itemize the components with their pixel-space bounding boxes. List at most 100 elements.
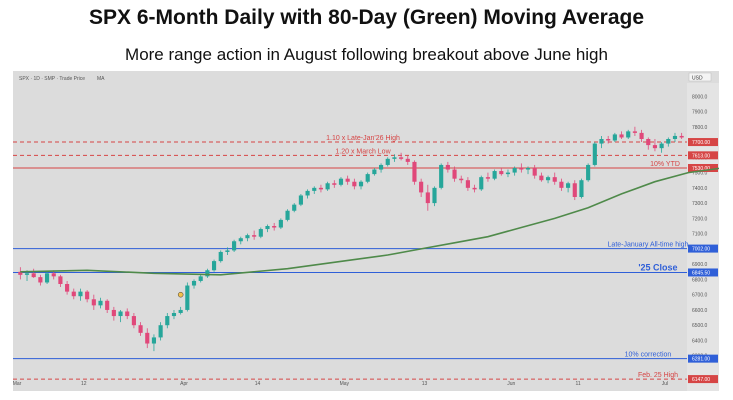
y-tick-label: 6400.0 [692, 338, 708, 344]
candle-body [125, 311, 130, 317]
candle-body [399, 157, 404, 159]
x-tick-label: Jul [662, 381, 668, 387]
y-tick-label: 7200.0 [692, 216, 708, 222]
chart-subtitle: More range action in August following br… [125, 45, 608, 64]
y-tick-label: 6700.0 [692, 293, 708, 299]
level-price-tag [688, 244, 718, 253]
candle-body [646, 139, 651, 146]
y-tick-label: 7800.0 [692, 125, 708, 131]
candle-body [98, 300, 103, 306]
candle-body [78, 291, 83, 297]
candle-body [111, 309, 116, 317]
currency-label: USD [692, 76, 703, 82]
symbol-label: SPX · 1D · SMP · Trade Price [19, 76, 85, 82]
candle-body [85, 291, 90, 300]
level-price-tag-label: 6281.00 [692, 357, 710, 363]
candle-body [158, 325, 163, 338]
candle-body [185, 285, 190, 310]
candle-body [44, 273, 50, 283]
candle-body [318, 187, 324, 190]
y-tick-label: 7100.0 [692, 232, 708, 238]
candle-body [312, 187, 317, 191]
x-tick-label: Mar [13, 381, 22, 387]
indicator-label: MA [97, 76, 105, 82]
price-axis [687, 83, 719, 391]
x-tick-label: Apr [180, 381, 188, 387]
candle-body [272, 226, 277, 228]
level-price-tag-label: 7002.00 [692, 247, 710, 253]
candlestick-chart[interactable]: SPX · 1D · SMP · Trade Price MA USD 8000.0 7… [13, 71, 719, 391]
candle-body [425, 192, 430, 204]
candle-body [278, 219, 283, 228]
candle-body [265, 226, 270, 230]
x-tick-label: Jun [507, 381, 515, 387]
candle-body [131, 316, 136, 326]
candle-body [432, 187, 437, 204]
chart-frame[interactable]: SPX · 1D · SMP · Trade Price MA USD 8000.0 7… [13, 71, 719, 391]
candle-body [485, 177, 491, 179]
candle-body [519, 168, 524, 170]
candle-body [559, 181, 564, 188]
level-label: 1.20 x March Low [335, 148, 391, 155]
level-label: '25 Close [638, 262, 677, 272]
event-marker [177, 291, 184, 298]
level-price-tag [688, 375, 718, 384]
level-price-tag-label: 6147.00 [692, 377, 710, 383]
candle-body [392, 157, 397, 159]
candle-body [552, 177, 557, 182]
y-tick-label: 6900.0 [692, 262, 708, 268]
candle-body [191, 280, 197, 286]
candle-body [205, 270, 210, 277]
candle-body [566, 183, 571, 188]
candle-body [525, 168, 531, 170]
candle-body [171, 313, 177, 317]
candle-body [24, 273, 30, 275]
candle-body [672, 135, 678, 139]
candle-body [419, 181, 424, 193]
y-tick-label: 6600.0 [692, 308, 708, 314]
candle-body [472, 187, 477, 190]
candle-body [245, 235, 250, 239]
level-price-tag-label: 6845.50 [692, 270, 710, 276]
candle-body [372, 169, 377, 175]
candle-body [619, 134, 624, 138]
level-price-tag [688, 151, 718, 160]
candle-body [666, 139, 671, 144]
candle-body [238, 238, 243, 242]
candle-body [352, 181, 357, 187]
candle-body [138, 325, 143, 333]
candle-body [639, 132, 644, 139]
candle-body [285, 210, 290, 220]
candle-body [365, 174, 370, 182]
candle-body [579, 180, 584, 197]
level-label: 10% correction [625, 352, 672, 359]
candle-body [679, 135, 684, 138]
candle-body [165, 316, 170, 326]
candle-body [626, 131, 631, 138]
level-label: 10% YTD [650, 161, 680, 168]
level-label: Feb. 25 High [638, 372, 678, 379]
candle-body [198, 276, 203, 281]
candle-body [258, 229, 263, 237]
currency-box [688, 72, 712, 82]
y-tick-label: 7900.0 [692, 110, 708, 116]
candle-body [218, 251, 223, 262]
candle-body [118, 311, 123, 317]
candle-body [292, 204, 297, 211]
candle-body [539, 175, 544, 181]
candle-body [545, 177, 551, 181]
candle-body [325, 183, 330, 190]
y-tick-label: 7300.0 [692, 201, 708, 207]
candle-body [298, 195, 303, 205]
moving-average-line [20, 167, 719, 276]
level-price-tag [688, 164, 718, 172]
candle-body [305, 190, 310, 196]
level-price-tag [688, 268, 718, 277]
y-tick-label: 7400.0 [692, 186, 708, 192]
y-tick-label: 7500.0 [692, 171, 708, 177]
candle-body [459, 178, 464, 181]
candle-body [71, 291, 76, 297]
candle-body [145, 332, 150, 344]
candle-body [31, 273, 36, 278]
candle-body [358, 181, 364, 187]
